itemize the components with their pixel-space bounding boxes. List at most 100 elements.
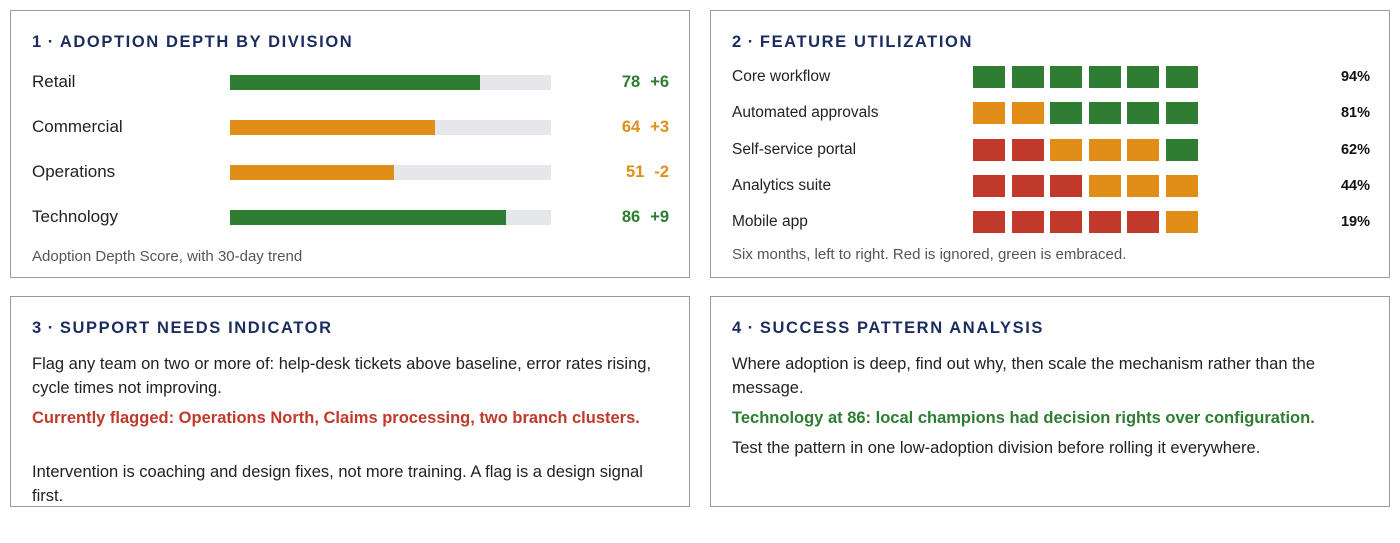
feature-row: Self-service portal 62%: [732, 138, 1372, 162]
heatmap-cell: [1050, 66, 1083, 88]
bar-value-label: 51 -2: [626, 160, 669, 184]
heatmap-cell: [1011, 66, 1044, 88]
chart-caption: Adoption Depth Score, with 30-day trend: [32, 248, 303, 265]
heatmap-cell: [1050, 102, 1083, 124]
heatmap-cell: [1166, 211, 1198, 233]
panel-title: 3 · SUPPORT NEEDS INDICATOR: [32, 319, 333, 338]
bar-fill: [230, 120, 436, 135]
division-row: Retail 78 +6: [32, 70, 672, 94]
heatmap-cell: [1050, 175, 1083, 197]
bar-value-label: 86 +9: [622, 205, 669, 229]
heatmap-cell: [1050, 211, 1083, 233]
heatmap-cell: [1127, 175, 1160, 197]
bar-track: [230, 210, 551, 225]
feature-label: Analytics suite: [732, 177, 832, 194]
feature-row: Analytics suite 44%: [732, 174, 1372, 198]
panel-title: 4 · SUCCESS PATTERN ANALYSIS: [732, 319, 1044, 338]
panel-footer-text: Intervention is coaching and design fixe…: [32, 463, 643, 505]
division-label: Commercial: [32, 117, 123, 136]
bar-fill: [230, 75, 481, 90]
score-value: 86: [621, 208, 641, 226]
score-value: 78: [621, 73, 641, 91]
panel-number: 2: [732, 33, 743, 51]
utilization-percent: 81%: [1340, 105, 1370, 121]
heatmap-cell: [1011, 175, 1044, 197]
feature-row: Mobile app 19%: [732, 210, 1372, 234]
score-value: 64: [621, 118, 641, 136]
panel-number: 4: [732, 319, 743, 337]
division-label: Technology: [32, 207, 119, 226]
feature-label: Automated approvals: [732, 104, 879, 121]
success-highlight: Technology at 86: local champions had de…: [732, 409, 1315, 427]
division-row: Commercial 64 +3: [32, 115, 672, 139]
heatmap-cell: [1088, 102, 1121, 124]
utilization-percent: 19%: [1340, 214, 1370, 230]
heatmap-cell: [1088, 211, 1121, 233]
feature-label: Mobile app: [732, 213, 808, 230]
trend-value: -2: [654, 163, 669, 181]
feature-row: Core workflow 94%: [732, 65, 1372, 89]
feature-label: Self-service portal: [732, 141, 857, 158]
heatmap-cell: [1127, 139, 1160, 161]
panel-title: 2 · FEATURE UTILIZATION: [732, 33, 973, 52]
heatmap-cell: [1088, 175, 1121, 197]
division-row: Technology 86 +9: [32, 205, 672, 229]
panel-title: 1 · ADOPTION DEPTH BY DIVISION: [32, 33, 353, 52]
division-row: Operations 51 -2: [32, 160, 672, 184]
heatmap-cell: [1011, 139, 1044, 161]
panel-title-text: FEATURE UTILIZATION: [759, 33, 973, 51]
success-pattern-panel: 4 · SUCCESS PATTERN ANALYSIS Where adoptio…: [710, 296, 1390, 507]
feature-utilization-panel: 2 · FEATURE UTILIZATION Core workflow 94% Au…: [710, 10, 1390, 278]
panel-title-text: SUCCESS PATTERN ANALYSIS: [759, 319, 1044, 337]
heatmap-cell: [973, 175, 1005, 197]
heatmap-cell: [973, 139, 1005, 161]
heatmap-cell: [973, 102, 1005, 124]
heatmap-cell: [1166, 66, 1198, 88]
bar-track: [230, 120, 551, 135]
heatmap-cell: [1088, 66, 1121, 88]
support-needs-panel: 3 · SUPPORT NEEDS INDICATOR Flag any team …: [10, 296, 690, 507]
panel-number: 3: [32, 319, 43, 337]
feature-label: Core workflow: [732, 68, 831, 85]
heatmap-cell: [1011, 211, 1044, 233]
bar-fill: [230, 165, 394, 180]
heatmap-cell: [1127, 102, 1160, 124]
panel-title-separator: ·: [47, 33, 55, 51]
utilization-percent: 62%: [1340, 142, 1370, 158]
heatmap-cell: [1166, 139, 1198, 161]
heatmap-cell: [1127, 211, 1160, 233]
heatmap-cell: [1127, 66, 1160, 88]
score-value: 51: [625, 163, 645, 181]
adoption-depth-panel: 1 · ADOPTION DEPTH BY DIVISION Retail 78 +6 C…: [10, 10, 690, 278]
bar-track: [230, 75, 551, 90]
panel-title-separator: ·: [747, 33, 755, 51]
heatmap-cell: [1011, 102, 1044, 124]
division-label: Retail: [32, 72, 76, 91]
panel-number: 1: [32, 33, 43, 51]
heatmap-cell: [1050, 139, 1083, 161]
heatmap-cell: [973, 66, 1005, 88]
bar-fill: [230, 210, 507, 225]
heatmap-cell: [1166, 175, 1198, 197]
panel-title-separator: ·: [747, 319, 755, 337]
bar-track: [230, 165, 551, 180]
heatmap-cell: [973, 211, 1005, 233]
feature-row: Automated approvals 81%: [732, 101, 1372, 125]
panel-title-text: ADOPTION DEPTH BY DIVISION: [59, 33, 354, 51]
trend-value: +6: [650, 73, 669, 91]
heatmap-cell: [1088, 139, 1121, 161]
panel-title-text: SUPPORT NEEDS INDICATOR: [59, 319, 333, 337]
trend-value: +3: [650, 118, 669, 136]
bar-value-label: 78 +6: [622, 70, 669, 94]
utilization-percent: 94%: [1340, 69, 1370, 85]
utilization-percent: 44%: [1340, 178, 1370, 194]
panel-footer-text: Test the pattern in one low-adoption div…: [732, 439, 1261, 457]
trend-value: +9: [650, 208, 669, 226]
panel-body-text: Flag any team on two or more of: help-de…: [32, 355, 652, 397]
bar-value-label: 64 +3: [622, 115, 669, 139]
division-label: Operations: [32, 162, 116, 181]
panel-title-separator: ·: [47, 319, 55, 337]
flagged-teams-highlight: Currently flagged: Operations North, Cla…: [32, 409, 640, 427]
chart-caption: Six months, left to right. Red is ignore…: [732, 246, 1127, 263]
panel-body-text: Where adoption is deep, find out why, th…: [732, 355, 1316, 397]
